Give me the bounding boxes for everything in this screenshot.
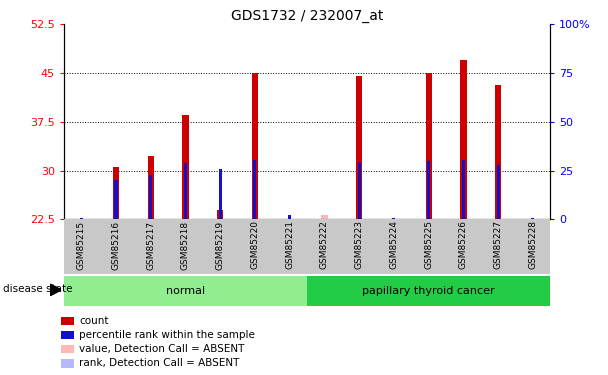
Text: GSM85228: GSM85228 (528, 220, 537, 270)
Bar (356, 76, 362, 219)
Title: GDS1732 / 232007_at: GDS1732 / 232007_at (231, 9, 383, 23)
FancyBboxPatch shape (64, 276, 307, 306)
Text: count: count (79, 316, 109, 326)
Bar (288, 216, 291, 219)
Text: GSM85219: GSM85219 (216, 220, 225, 270)
Bar (462, 160, 465, 219)
Text: GSM85226: GSM85226 (459, 220, 468, 270)
Bar (149, 174, 152, 219)
FancyBboxPatch shape (307, 276, 550, 306)
Bar (182, 115, 188, 219)
Text: GSM85224: GSM85224 (389, 220, 398, 269)
Bar (219, 169, 222, 219)
Bar (531, 218, 534, 219)
Bar (148, 156, 154, 219)
Text: normal: normal (166, 286, 205, 296)
Bar (497, 165, 500, 219)
Text: GSM85218: GSM85218 (181, 220, 190, 270)
Bar (184, 163, 187, 219)
Bar (254, 160, 257, 219)
Bar (114, 180, 117, 219)
Bar (80, 218, 83, 219)
Text: GSM85216: GSM85216 (111, 220, 120, 270)
Text: GSM85215: GSM85215 (77, 220, 86, 270)
Text: value, Detection Call = ABSENT: value, Detection Call = ABSENT (79, 344, 244, 354)
Text: GSM85222: GSM85222 (320, 220, 329, 269)
Text: GSM85225: GSM85225 (424, 220, 433, 270)
Bar (426, 73, 432, 219)
Bar (427, 161, 430, 219)
Bar (113, 167, 119, 219)
Bar (252, 73, 258, 219)
Text: GSM85220: GSM85220 (250, 220, 260, 270)
Bar (460, 60, 466, 219)
Bar (321, 216, 328, 219)
Text: GSM85223: GSM85223 (354, 220, 364, 270)
Bar (217, 210, 223, 219)
Text: rank, Detection Call = ABSENT: rank, Detection Call = ABSENT (79, 358, 240, 368)
Polygon shape (50, 284, 61, 296)
Text: GSM85227: GSM85227 (494, 220, 503, 270)
Text: papillary thyroid cancer: papillary thyroid cancer (362, 286, 495, 296)
Bar (392, 218, 395, 219)
Text: disease state: disease state (3, 285, 72, 294)
Text: percentile rank within the sample: percentile rank within the sample (79, 330, 255, 340)
Bar (358, 162, 361, 219)
Text: GSM85221: GSM85221 (285, 220, 294, 270)
Text: GSM85217: GSM85217 (146, 220, 155, 270)
Bar (495, 85, 501, 219)
